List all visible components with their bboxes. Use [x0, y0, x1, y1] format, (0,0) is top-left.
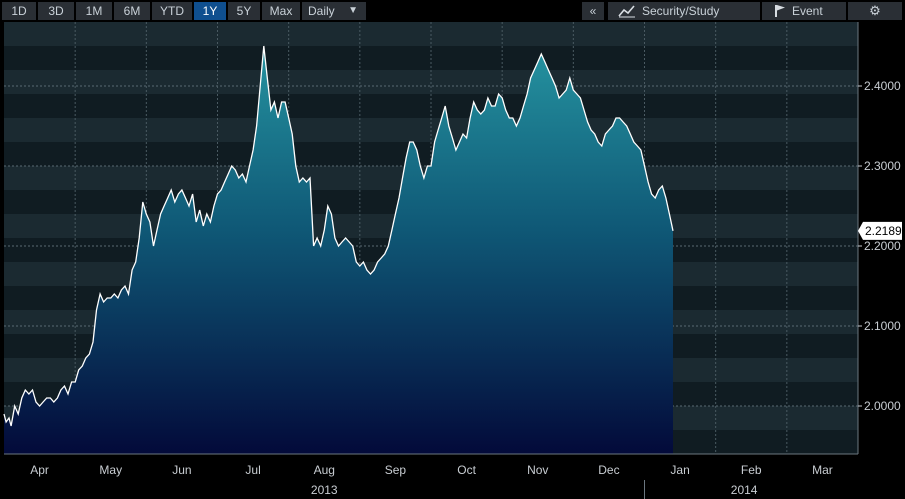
security-study-button[interactable]: Security/Study	[608, 2, 760, 20]
x-tick-label: Feb	[741, 463, 762, 477]
collapse-button[interactable]: «	[582, 2, 604, 20]
line-chart-icon	[618, 5, 635, 18]
x-tick-label: Nov	[527, 463, 548, 477]
range-button-1m[interactable]: 1M	[76, 2, 112, 20]
event-button[interactable]: Event	[762, 2, 846, 20]
range-button-max[interactable]: Max	[262, 2, 300, 20]
range-button-3d[interactable]: 3D	[38, 2, 74, 20]
settings-button[interactable]: ⚙	[848, 2, 902, 20]
range-button-ytd[interactable]: YTD	[152, 2, 192, 20]
x-tick-label: Mar	[812, 463, 833, 477]
series-area	[4, 46, 673, 454]
year-label: 2013	[311, 483, 338, 497]
frequency-dropdown[interactable]: Daily ▼	[302, 2, 366, 20]
y-tick-label: 2.2000	[864, 239, 901, 253]
last-value-tag	[858, 221, 902, 240]
x-tick-label: Oct	[457, 463, 476, 477]
price-chart: 2.0000 2.1000 2.2000 2.3000 2.4000 Apr May Jun…	[3, 22, 902, 499]
flag-icon	[775, 5, 785, 17]
last-value-marker: 2.2189	[858, 221, 902, 240]
x-tick-label: Jan	[670, 463, 689, 477]
gear-icon: ⚙	[869, 3, 881, 18]
security-study-label: Security/Study	[642, 4, 720, 18]
y-axis: 2.0000 2.1000 2.2000 2.3000 2.4000	[857, 22, 901, 454]
year-label: 2014	[731, 483, 758, 497]
x-tick-label: Aug	[314, 463, 335, 477]
chart-toolbar: 1D 3D 1M 6M YTD 1Y 5Y Max Daily ▼ « Secu…	[0, 0, 905, 22]
series-line	[3, 45, 674, 427]
y-tick-label: 2.3000	[864, 159, 901, 173]
caret-down-icon: ▼	[348, 5, 358, 16]
range-button-5y[interactable]: 5Y	[228, 2, 260, 20]
range-button-1d[interactable]: 1D	[2, 2, 36, 20]
event-label: Event	[792, 4, 823, 18]
x-tick-label: Dec	[598, 463, 619, 477]
x-tick-label: Sep	[385, 463, 407, 477]
x-tick-label: Jul	[245, 463, 260, 477]
x-tick-label: May	[99, 463, 122, 477]
x-axis: Apr May Jun Jul Aug Sep Oct Nov Dec Jan Feb Mar 2013…	[4, 453, 858, 499]
frequency-label: Daily	[308, 4, 335, 18]
range-button-6m[interactable]: 6M	[114, 2, 150, 20]
x-tick-label: Jun	[172, 463, 191, 477]
x-tick-label: Apr	[30, 463, 49, 477]
y-tick-label: 2.1000	[864, 319, 901, 333]
last-value-label: 2.2189	[865, 224, 902, 238]
range-button-1y[interactable]: 1Y	[194, 2, 226, 20]
y-tick-label: 2.4000	[864, 79, 901, 93]
y-tick-label: 2.0000	[864, 399, 901, 413]
